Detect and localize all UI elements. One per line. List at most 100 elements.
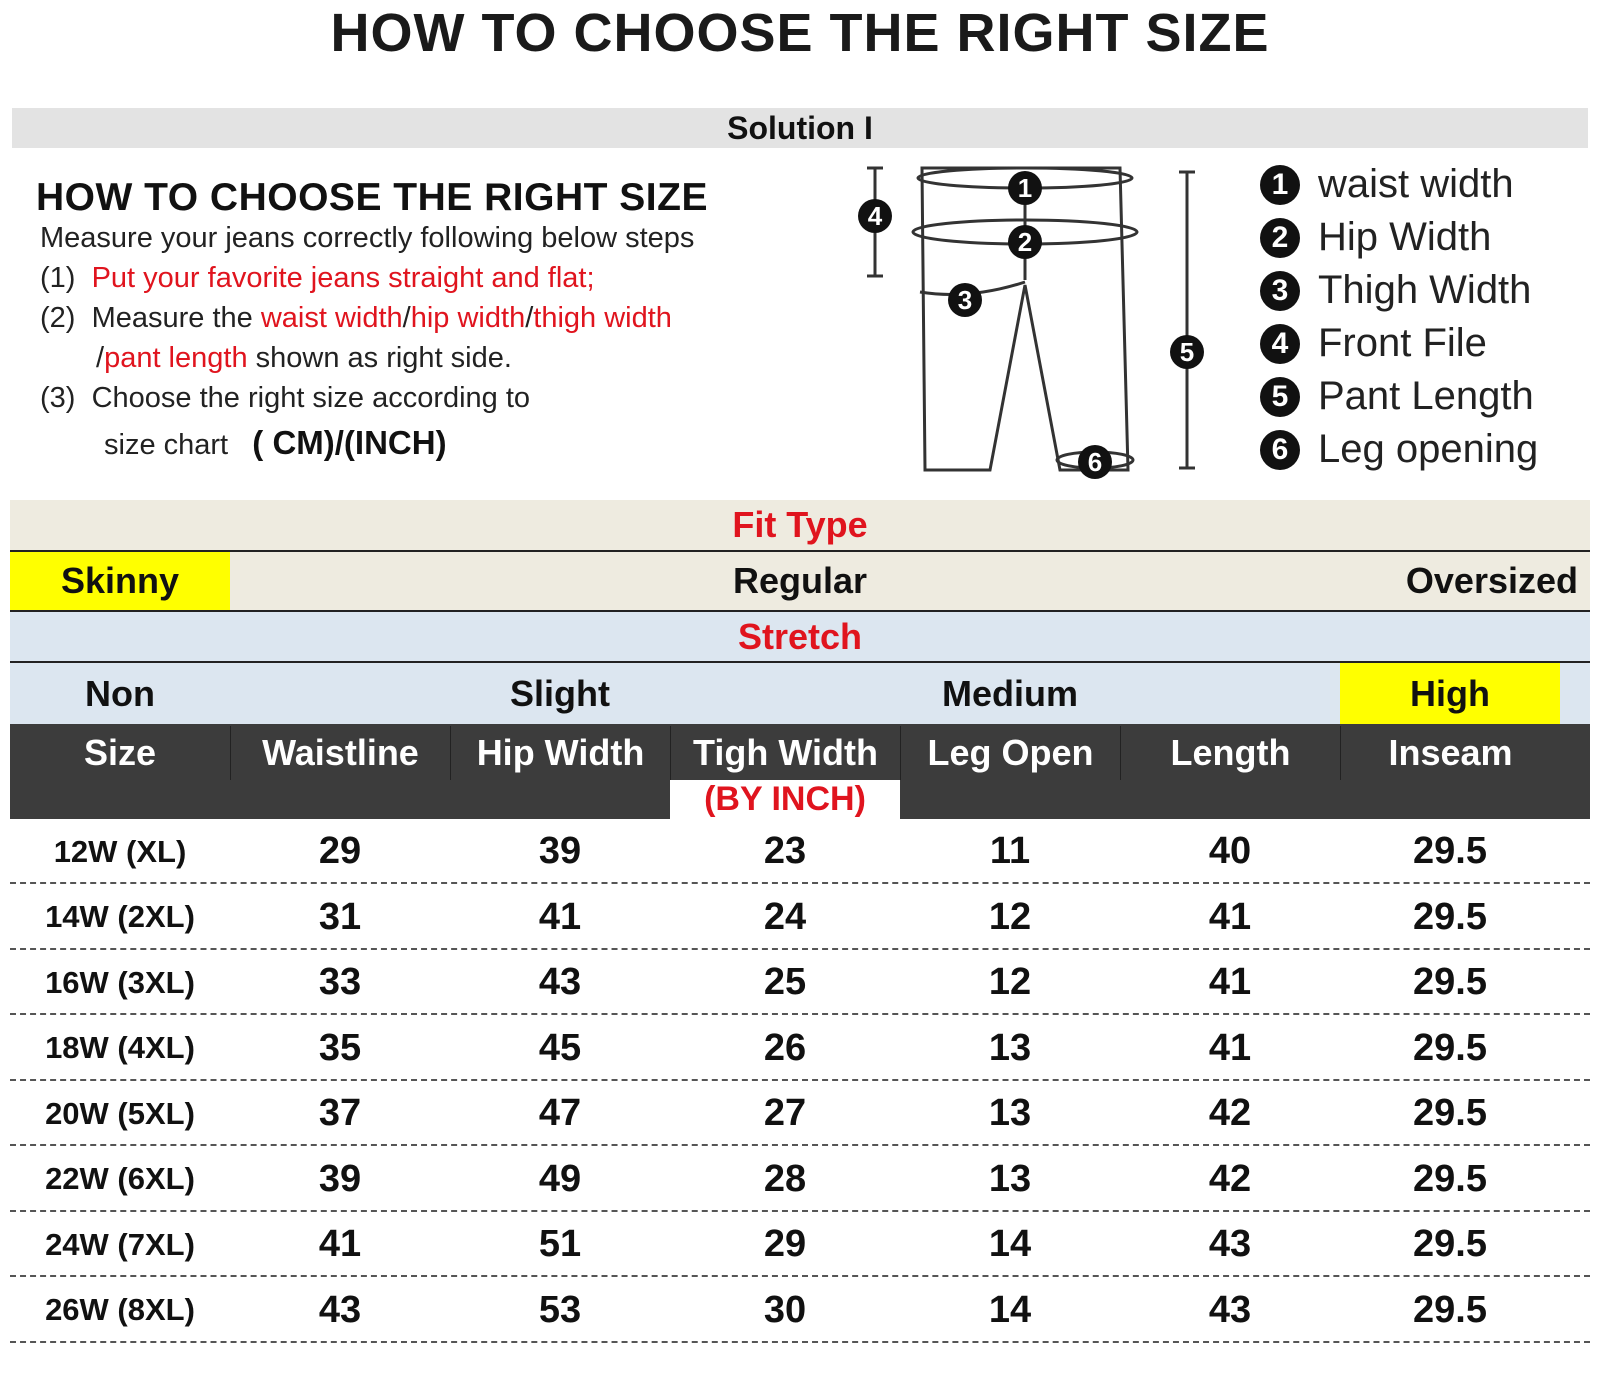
column-header: Hip Width [450, 726, 670, 780]
step-3: (3) Choose the right size according to [40, 382, 530, 415]
column-header: Waistline [230, 726, 450, 780]
number-badge-icon: 2 [1260, 217, 1300, 258]
legend-item: 6 Leg opening [1260, 427, 1538, 472]
number-badge-icon: 5 [1260, 376, 1300, 417]
step-text: / [525, 302, 534, 334]
number-badge-icon: 3 [1260, 270, 1300, 311]
table-cell: 12 [988, 895, 1032, 938]
table-cell: 41 [1208, 1026, 1252, 1069]
table-cell: 37 [318, 1092, 362, 1134]
marker-label: 4 [868, 201, 883, 231]
table-cell: 29.5 [1413, 1026, 1487, 1069]
table-cell: 13 [988, 1026, 1032, 1069]
instructions-heading: HOW TO CHOOSE THE RIGHT SIZE [36, 176, 708, 219]
table-cell: 24W (7XL) [45, 1226, 195, 1262]
table-cell: 45 [538, 1026, 582, 1069]
fit-skinny: Skinny [10, 552, 230, 610]
marker-label: 3 [958, 285, 972, 315]
table-cell: 29.5 [1413, 1092, 1487, 1134]
table-cell: 29 [763, 1223, 807, 1265]
step-text: thigh width [533, 302, 672, 334]
stretch-high: High [1340, 663, 1560, 724]
table-cell: 30 [763, 1288, 807, 1331]
page-title: HOW TO CHOOSE THE RIGHT SIZE [330, 3, 1270, 63]
stretch-slight: Slight [510, 672, 610, 714]
step-2-cont: /pant length shown as right side. [96, 342, 512, 375]
legend-item: 4 Front File [1260, 321, 1487, 366]
table-cell: 29 [318, 830, 362, 872]
number-badge-icon: 6 [1260, 429, 1300, 470]
table-cell: 26W (8XL) [45, 1292, 195, 1327]
table-row: 24W (7XL) 41 51 29 14 43 29.5 [10, 1212, 1590, 1277]
step-3-cont: size chart ( CM)/(INCH) [104, 424, 447, 462]
table-cell: 47 [538, 1092, 582, 1134]
table-cell: 31 [318, 895, 362, 938]
table-cell: 42 [1208, 1157, 1252, 1200]
column-header: Tigh Width [670, 726, 900, 780]
column-header: Inseam [1340, 726, 1560, 780]
table-cell: 35 [318, 1026, 362, 1069]
table-cell: 20W (5XL) [45, 1095, 195, 1131]
stretch-title: Stretch [10, 612, 1590, 663]
legend-item: 5 Pant Length [1260, 374, 1534, 419]
table-cell: 51 [538, 1223, 582, 1265]
legend-item: 3 Thigh Width [1260, 268, 1531, 313]
step-number: (2) [40, 302, 76, 334]
unit-text: ( CM)/(INCH) [252, 424, 447, 461]
table-cell: 42 [1208, 1092, 1252, 1134]
table-row: 12W (XL) 29 39 23 11 40 29.5 [10, 819, 1590, 884]
legend-label: Leg opening [1318, 427, 1539, 471]
table-cell: 27 [763, 1092, 807, 1134]
table-cell: 22W (6XL) [45, 1161, 195, 1196]
legend-item: 1 waist width [1260, 162, 1514, 207]
table-cell: 41 [1208, 895, 1252, 938]
table-cell: 29.5 [1413, 1288, 1487, 1331]
step-text: waist width [260, 302, 403, 334]
marker-4 [858, 199, 892, 233]
table-cell: 43 [1208, 1223, 1252, 1265]
stretch-medium: Medium [941, 672, 1078, 714]
solution-banner: Solution I [12, 108, 1588, 148]
step-number: (1) [40, 262, 76, 294]
table-row: 26W (8XL) 43 53 30 14 43 29.5 [10, 1278, 1590, 1343]
marker-label: 1 [1018, 173, 1032, 203]
table-cell: 43 [318, 1288, 362, 1331]
instructions-intro: Measure your jeans correctly following b… [40, 222, 695, 254]
table-cell: 13 [988, 1157, 1032, 1200]
marker-1 [1008, 171, 1042, 205]
table-cell: 14W (2XL) [45, 899, 195, 934]
table-cell: 14 [988, 1223, 1032, 1265]
fit-type-row [10, 550, 1590, 612]
table-cell: 29.5 [1413, 961, 1487, 1003]
table-cell: 41 [538, 895, 582, 938]
legend-item: 2 Hip Width [1260, 215, 1491, 260]
number-badge-icon: 4 [1260, 323, 1300, 364]
legend-label: Thigh Width [1318, 268, 1532, 312]
table-cell: 29.5 [1413, 1157, 1487, 1200]
table-cell: 29.5 [1413, 1223, 1487, 1265]
table-cell: 16W (3XL) [45, 964, 195, 1000]
table-cell: 53 [538, 1288, 582, 1331]
fit-oversized: Oversized [1405, 560, 1578, 601]
step-2: (2) Measure the waist width/hip width/th… [40, 302, 672, 335]
table-cell: 40 [1208, 830, 1252, 872]
fit-regular: Regular [732, 560, 868, 601]
marker-label: 6 [1088, 447, 1102, 477]
marker-6 [1078, 445, 1112, 479]
table-row: 18W (4XL) 35 45 26 13 41 29.5 [10, 1016, 1590, 1081]
step-text: shown as right side. [247, 342, 512, 374]
table-cell: 12W (XL) [53, 833, 187, 869]
table-cell: 29.5 [1413, 895, 1487, 938]
step-text: Put your favorite jeans straight and fla… [91, 262, 595, 294]
table-cell: 29.5 [1413, 830, 1487, 872]
stretch-row [10, 663, 1590, 724]
table-cell: 39 [318, 1157, 362, 1200]
table-cell: 18W (4XL) [45, 1030, 195, 1065]
marker-2 [1008, 225, 1042, 259]
step-text: hip width [410, 302, 526, 334]
step-text: size chart [104, 429, 229, 461]
table-cell: 49 [538, 1157, 582, 1200]
marker-label: 5 [1180, 337, 1194, 367]
table-cell: 23 [763, 830, 807, 872]
column-header: Size [83, 732, 157, 773]
